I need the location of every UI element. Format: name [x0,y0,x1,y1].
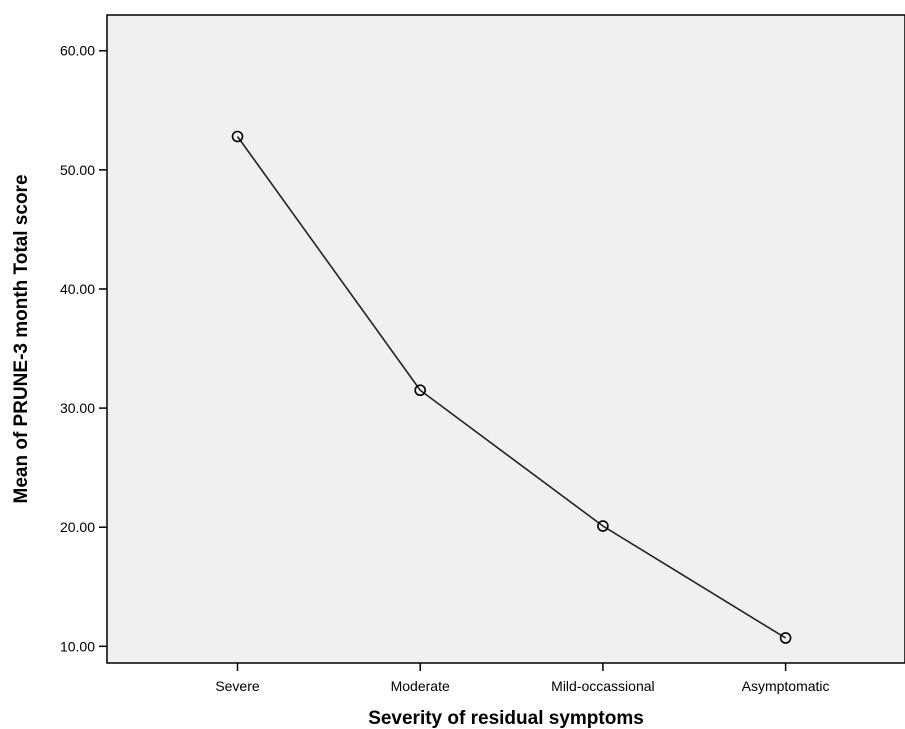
y-tick-label: 10.00 [60,638,95,654]
x-tick-label: Asymptomatic [742,678,830,694]
y-tick-label: 40.00 [60,281,95,297]
y-axis-title: Mean of PRUNE-3 month Total score [11,174,32,503]
plot-area [106,14,905,664]
y-tick-label: 30.00 [60,400,95,416]
data-point [779,632,792,644]
y-tick-label: 50.00 [60,162,95,178]
x-axis: Severe Moderate Mild-occassional Asymptomat… [215,663,830,694]
x-tick-label: Mild-occassional [551,678,654,694]
data-point [414,384,427,397]
data-point [597,520,609,532]
x-axis-title: Severity of residual symptoms [368,708,644,729]
x-tick-label: Moderate [391,678,450,694]
y-tick-label: 60.00 [60,43,95,59]
y-tick-label: 20.00 [60,519,95,535]
series-markers [231,130,792,644]
series-line [236,136,787,639]
data-point [231,130,244,143]
y-axis: 10.00 20.00 30.00 40.00 50.00 60.00 [60,43,107,654]
x-tick-label: Severe [215,678,260,694]
